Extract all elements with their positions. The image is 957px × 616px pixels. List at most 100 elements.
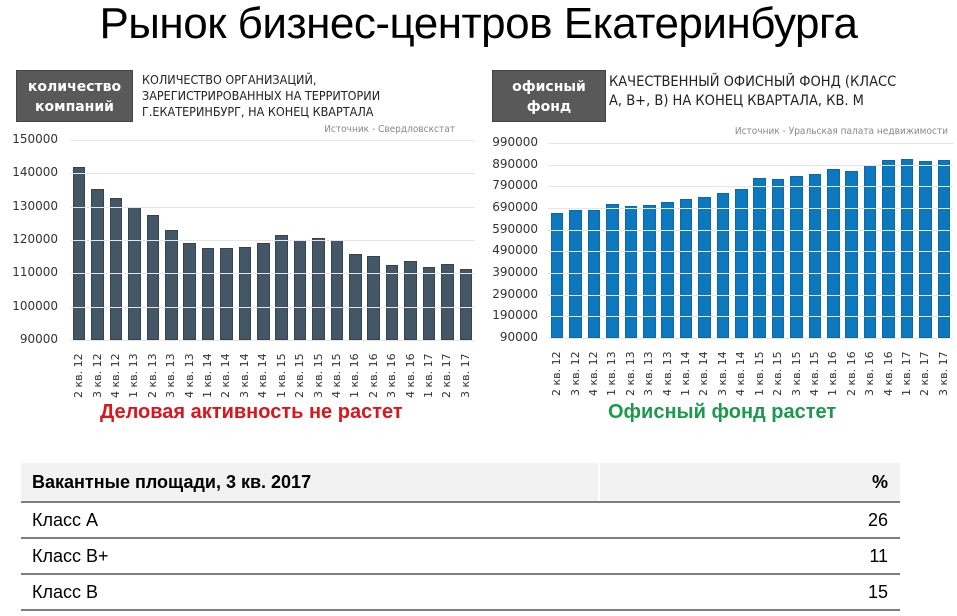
bar	[257, 242, 270, 340]
y-tick-label: 590000	[492, 221, 538, 236]
bar	[716, 192, 730, 338]
x-tick-label: 3 кв. 17	[936, 351, 950, 396]
x-tick-label: 1 кв. 17	[899, 351, 913, 396]
x-tick-label: 1 кв. 17	[421, 353, 435, 398]
bar	[367, 255, 380, 340]
gridline	[548, 164, 953, 166]
x-tick-label: 3 кв. 13	[164, 353, 178, 398]
x-tick-label: 2 кв. 17	[918, 351, 932, 396]
x-tick-label: 2 кв. 13	[145, 353, 159, 398]
bar	[827, 169, 840, 338]
vacancy-table-header: Вакантные площади, 3 кв. 2017 %	[21, 463, 900, 503]
vacancy-header-label: Вакантные площади, 3 кв. 2017	[32, 471, 312, 492]
x-tick-label: 1 кв. 15	[752, 351, 766, 396]
y-tick-label: 790000	[492, 178, 538, 193]
left-source: Источник - Свердловскстат	[324, 124, 455, 135]
x-tick-label: 4 кв. 15	[329, 353, 343, 398]
left-badge-line2: компаний	[35, 99, 114, 115]
x-tick-label: 2 кв. 17	[440, 353, 454, 398]
x-tick-label: 1 кв. 16	[348, 353, 362, 398]
bar	[937, 159, 951, 338]
bar	[661, 201, 674, 338]
x-tick-label: 4 кв. 13	[660, 351, 674, 396]
bar	[164, 230, 178, 340]
bar	[808, 173, 822, 338]
y-tick-label: 130000	[12, 198, 58, 213]
bar	[422, 267, 436, 340]
table-row: Класс В+ 11	[21, 539, 900, 575]
bar	[882, 159, 895, 338]
table-row: Класс В 15	[21, 575, 900, 611]
bar	[550, 212, 564, 338]
gridline	[548, 229, 953, 231]
left-caption: Деловая активность не растет	[100, 401, 403, 423]
bar	[293, 240, 307, 340]
x-tick-label: 3 кв. 16	[863, 351, 877, 396]
x-tick-label: 1 кв. 16	[826, 351, 840, 396]
right-chart-title: КАЧЕСТВЕННЫЙ ОФИСНЫЙ ФОНД (КЛАСС А, В+, …	[609, 73, 896, 111]
x-tick-label: 4 кв. 16	[881, 351, 895, 396]
bar	[569, 210, 582, 338]
bar	[679, 198, 693, 338]
x-tick-label: 3 кв. 13	[642, 351, 656, 396]
row-label: Класс В+	[32, 545, 109, 566]
x-tick-label: 1 кв. 14	[201, 353, 215, 398]
x-tick-label: 1 кв. 15	[274, 353, 288, 398]
gridline	[548, 143, 953, 144]
x-tick-label: 2 кв. 16	[366, 353, 380, 398]
x-tick-label: 2 кв. 16	[844, 351, 858, 396]
bar	[441, 264, 454, 340]
bar	[753, 178, 766, 338]
row-label: Класс А	[32, 509, 99, 530]
bar	[312, 238, 325, 340]
x-tick-label: 3 кв. 15	[789, 351, 803, 396]
y-tick-label: 140000	[12, 165, 58, 180]
y-tick-label: 990000	[492, 135, 538, 149]
row-label: Класс В	[32, 581, 99, 602]
left-title-line1: КОЛИЧЕСТВО ОРГАНИЗАЦИЙ,	[142, 72, 317, 87]
x-tick-label: 3 кв. 15	[311, 353, 325, 398]
y-tick-label: 490000	[492, 243, 538, 258]
right-title-line2: А, В+, В) НА КОНЕЦ КВАРТАЛА, КВ. М	[609, 93, 864, 109]
y-tick-label: 90000	[19, 332, 58, 346]
right-caption: Офисный фонд растет	[608, 401, 837, 423]
gridline	[70, 240, 475, 241]
gridline	[70, 140, 475, 141]
y-tick-label: 890000	[492, 156, 538, 171]
x-tick-label: 2 кв. 15	[771, 351, 785, 396]
x-tick-label: 4 кв. 15	[807, 351, 821, 396]
x-tick-label: 3 кв. 16	[385, 353, 399, 398]
bar	[404, 261, 417, 340]
bar	[900, 159, 914, 338]
left-title-line3: Г.ЕКАТЕРИНБУРГ, НА КОНЕЦ КВАРТАЛА	[142, 104, 374, 119]
x-tick-label: 4 кв. 12	[109, 353, 123, 398]
bar	[109, 198, 123, 340]
x-tick-label: 2 кв. 15	[293, 353, 307, 398]
bar	[919, 160, 932, 338]
bar	[735, 188, 748, 338]
x-tick-label: 2 кв. 14	[697, 351, 711, 396]
left-badge-line1: количество	[27, 79, 122, 95]
bar	[642, 205, 656, 338]
x-tick-label: 3 кв. 14	[237, 353, 251, 398]
x-tick-label: 2 кв. 12	[550, 351, 564, 396]
y-tick-label: 100000	[12, 298, 58, 313]
x-tick-label: 2 кв. 12	[72, 353, 86, 398]
y-tick-label: 390000	[492, 265, 538, 279]
gridline	[70, 173, 475, 175]
right-source: Источник - Уральская палата недвижимости	[734, 126, 948, 137]
bar	[459, 269, 473, 340]
x-tick-label: 4 кв. 12	[587, 351, 601, 396]
y-tick-label: 290000	[492, 286, 538, 301]
gridline	[70, 206, 475, 208]
x-tick-label: 1 кв. 14	[679, 351, 693, 396]
x-tick-label: 3 кв. 14	[715, 351, 729, 396]
bar	[238, 247, 252, 340]
right-badge-line2: фонд	[526, 99, 572, 115]
bar	[771, 178, 785, 338]
gridline	[548, 208, 953, 209]
y-tick-label: 90000	[499, 330, 538, 344]
bar	[330, 240, 344, 340]
bar	[349, 254, 362, 340]
gridline	[548, 251, 953, 253]
